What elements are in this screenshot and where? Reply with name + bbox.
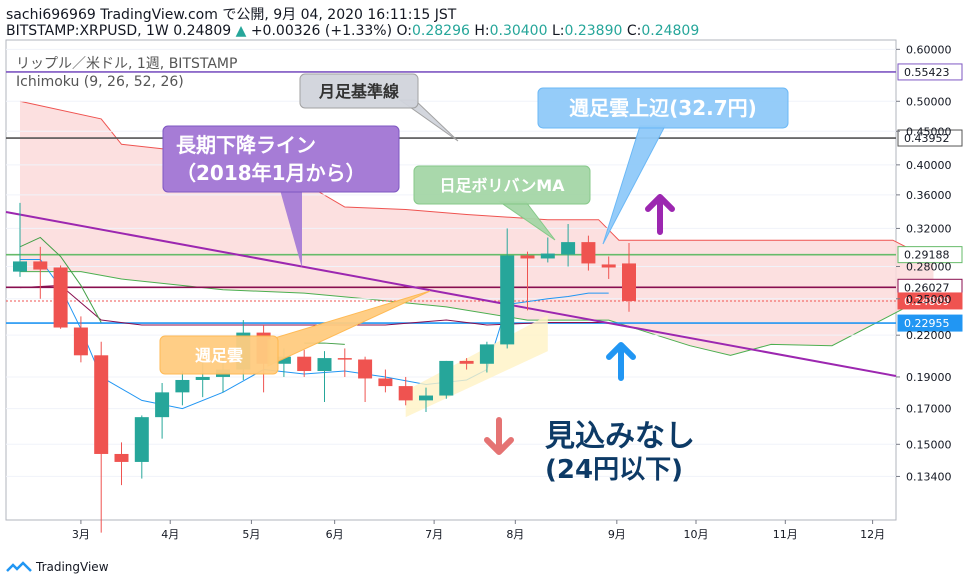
symbol-ohlc-bar: BITSTAMP:XRPUSD, 1W 0.24809 ▲ +0.00326 (… [6, 23, 700, 39]
down-arrow-icon [484, 417, 514, 455]
monthly-kijun-callout-text: 月足基準線 [318, 82, 399, 101]
high-value: 0.30400 [489, 23, 548, 39]
price-tag [897, 63, 963, 81]
y-tick-label: 0.40000 [906, 159, 952, 172]
weekly-cloud-callout-box [159, 335, 279, 375]
series-legend: リップル／米ドル, 1週, BITSTAMP [16, 56, 237, 72]
downtrend-callout-box [162, 125, 400, 193]
x-tick-label: 11月 [773, 528, 798, 541]
candle-body [114, 453, 129, 462]
weekly-cloud-top-callout-box [537, 87, 789, 129]
last-price: 0.24809 [173, 23, 232, 39]
price-tag [897, 129, 963, 147]
monthly-kijun-callout-box [299, 73, 419, 109]
y-tick-label: 0.60000 [906, 43, 952, 56]
candle-body [276, 356, 291, 364]
lagging-line [19, 236, 102, 323]
weekly-cloud-top-callout-text: 週足雲上辺(32.7円) [569, 96, 757, 120]
y-tick-label: 0.32000 [906, 222, 952, 235]
candle-body [500, 255, 515, 345]
price-tag-label: 0.43952 [904, 132, 950, 145]
y-tick-label: 0.50000 [906, 95, 952, 108]
candle-body [13, 261, 27, 272]
cloud-span-b-line [20, 271, 934, 356]
candle-body [398, 386, 413, 401]
x-tick-label: 10月 [683, 528, 708, 541]
open-value: 0.28296 [411, 23, 470, 39]
close-value: 0.24809 [641, 23, 700, 39]
price-tag-label: 0.55423 [904, 66, 950, 79]
y-tick-label: 0.22000 [906, 329, 952, 342]
up-arrow-icon [606, 342, 636, 381]
candle-body [561, 242, 576, 255]
price-tag [897, 314, 963, 332]
candle-body [439, 360, 454, 396]
footer-brand: TradingView [6, 560, 109, 574]
candle-body [195, 376, 210, 380]
candle-body [479, 344, 494, 364]
y-tick-label: 0.19000 [906, 371, 952, 384]
long-term-downtrend-line [5, 211, 897, 377]
price-tag-label: 0.22955 [904, 317, 950, 330]
publish-info: sachi696969 TradingView.com で公開, 9月 04, … [6, 7, 457, 23]
candle-body [581, 242, 596, 264]
tradingview-logo-icon [6, 561, 32, 572]
y-tick-label: 0.28000 [906, 260, 952, 273]
indicator-legend: Ichimoku (9, 26, 52, 26) [16, 74, 184, 90]
price-tag-label: 0.29188 [904, 249, 950, 262]
x-tick-label: 4月 [161, 528, 179, 541]
price-tag [897, 246, 963, 264]
downtrend-callout-text: 長期下降ライン [176, 133, 316, 157]
y-tick-label: 0.36000 [906, 189, 952, 202]
y-tick-label: 0.13400 [906, 470, 952, 483]
daily-bollinger-callout-box [413, 165, 591, 205]
x-tick-label: 3月 [72, 528, 90, 541]
candle-body [317, 358, 332, 372]
candle-body [337, 358, 352, 360]
x-tick-label: 9月 [608, 528, 626, 541]
candle-body [459, 360, 474, 364]
symbol-label: BITSTAMP:XRPUSD, 1W [6, 23, 169, 39]
candle-body [358, 359, 373, 379]
no-prospect-label: 見込みなし [545, 419, 695, 454]
x-tick-label: 6月 [326, 528, 344, 541]
y-tick-label: 0.17000 [906, 403, 952, 416]
candle-body [601, 264, 616, 268]
daily-bollinger-callout-text: 日足ボリバンMA [439, 176, 565, 195]
downtrend-callout-pointer [280, 190, 302, 268]
y-tick-label: 0.25000 [906, 293, 952, 306]
price-tag [897, 292, 963, 310]
price-tag-label: 0.26027 [904, 281, 950, 294]
up-triangle-icon: ▲ [235, 23, 247, 39]
y-tick-label: 0.15000 [906, 438, 952, 451]
candle-body [297, 356, 312, 372]
candle-body [33, 261, 48, 270]
candle-body [53, 267, 68, 328]
x-tick-label: 12月 [860, 528, 885, 541]
price-change: +0.00326 (+1.33%) [250, 23, 393, 39]
low-value: 0.23890 [564, 23, 623, 39]
price-tag-label: 0.24809 [904, 295, 950, 308]
downtrend-callout-subtext: （2018年1月から） [176, 161, 366, 185]
y-tick-label: 0.45000 [906, 125, 952, 138]
candle-body [378, 378, 393, 387]
weekly-cloud-callout-text: 週足雲 [195, 346, 243, 365]
candle-body [419, 395, 433, 401]
candle-body [175, 379, 190, 393]
candle-body [134, 417, 149, 462]
candle-body [520, 255, 535, 259]
no-prospect-sublabel: (24円以下) [545, 455, 683, 485]
x-tick-label: 7月 [425, 528, 443, 541]
cloud-span-a-line [19, 100, 934, 262]
x-tick-label: 8月 [506, 528, 524, 541]
candle-body [73, 327, 88, 356]
candle-body [155, 392, 170, 418]
candle-body [622, 263, 636, 301]
candle-body [540, 253, 555, 259]
candle-body [94, 355, 109, 454]
x-tick-label: 5月 [242, 528, 260, 541]
up-arrow-icon [645, 194, 675, 235]
